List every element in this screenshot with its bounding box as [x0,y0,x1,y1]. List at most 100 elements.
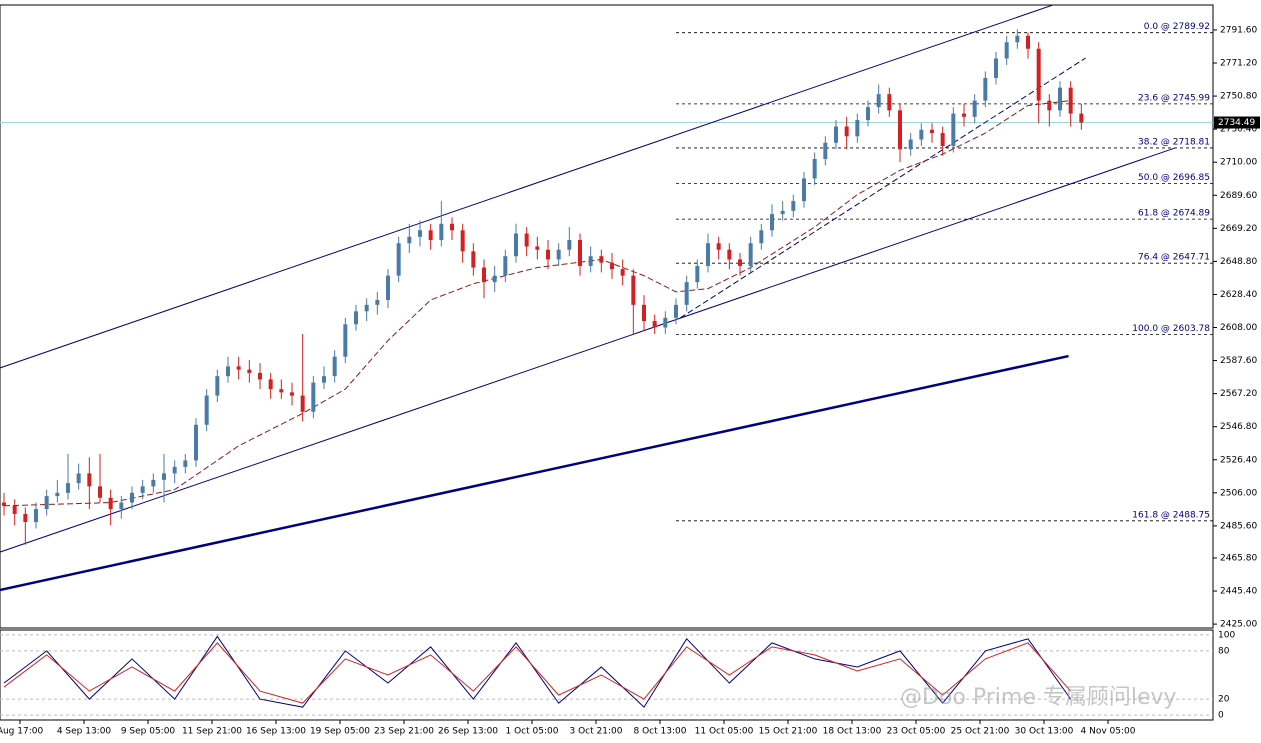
candle-body [823,142,828,159]
trendline [0,147,1176,553]
candle-body [503,256,508,276]
candle-body [663,317,668,328]
candle-body [55,492,60,497]
candle-body [812,158,817,179]
main-plot: 0.0 @ 2789.92 23.6 @ 2745.99 38.2 @ 2718.8… [0,5,1213,592]
candle-body [12,505,17,514]
y-tick-label: 2546.80 [1220,422,1257,432]
candle-body [770,214,774,231]
candle-body [524,233,529,247]
candle-body [855,120,860,137]
x-tick-label: 16 Sep 13:00 [246,727,306,737]
candle-body [279,389,284,393]
candle-body [204,395,209,425]
main-panel [0,4,1214,629]
candle-body [556,249,561,260]
candle-body [876,94,881,108]
candle-body [364,304,369,312]
candle-body [610,262,614,270]
candle-body [87,473,92,487]
x-tick-label: 8 Oct 13:00 [634,727,687,737]
x-tick-label: Aug 17:00 [0,727,43,737]
candle-body [236,366,241,370]
fib-label: 50.0 @ 2696.85 [1138,173,1210,183]
candle-body [2,502,6,506]
candle-body [450,223,454,231]
candle-body [322,376,326,383]
candle-body [716,243,721,250]
x-tick-label: 11 Oct 05:00 [695,727,754,737]
candle-body [567,240,572,250]
candle-body [514,233,518,257]
y-tick-label: 2689.60 [1220,191,1257,201]
y-tick-label: 2750.80 [1220,92,1257,102]
candle-body [375,299,380,305]
stoch-signal [3,642,1072,704]
candle-body [706,243,710,266]
candle-body [332,356,337,377]
fib-label: 100.0 @ 2603.78 [1132,324,1210,334]
candle-body [951,113,956,147]
candle-body [460,230,465,252]
x-tick-label: 30 Oct 13:00 [1015,727,1074,737]
candle-body [311,382,316,412]
candle-body [546,249,550,260]
candle-body [1026,35,1030,49]
candle-body [354,311,358,325]
candle-body [887,94,892,111]
candle-body [343,324,348,357]
x-tick-label: 3 Oct 21:00 [570,727,623,737]
trendline [679,57,1086,319]
y-tick-label: 2648.80 [1220,257,1257,267]
candle-body [396,243,401,276]
x-tick-label: 18 Oct 13:00 [823,727,882,737]
current-price-box [1214,116,1260,129]
y-tick-label: 2710.00 [1220,158,1257,168]
candle-body [962,113,966,117]
candle-body [258,372,262,380]
y-tick-label: 2445.40 [1220,587,1257,597]
x-tick-label: 19 Sep 05:00 [310,727,370,737]
x-tick-label: 15 Oct 21:00 [759,727,818,737]
stoch-tick-label: 0 [1218,711,1224,721]
candle-body [780,210,785,215]
candle-body [738,259,742,266]
stoch-tick-label: 100 [1218,630,1235,640]
candle-body [66,483,70,493]
candle-body [695,265,700,283]
candle-body [588,256,593,266]
x-tick-label: 23 Sep 21:00 [374,727,434,737]
fib-label: 61.8 @ 2674.89 [1138,209,1210,219]
y-tick-label: 2730.40 [1220,125,1257,135]
candle-body [791,201,796,211]
y-tick-label: 2628.40 [1220,290,1257,300]
candle-body [1004,42,1009,59]
trendline [0,5,1055,369]
candle-body [130,492,134,503]
candle-body [418,230,422,237]
candle-body [919,129,924,140]
y-tick-label: 2425.00 [1220,620,1257,630]
x-tick-label: 26 Sep 13:00 [438,727,498,737]
current-price-label: 2734.49 [1218,118,1255,128]
y-tick-label: 2485.60 [1220,521,1257,531]
fib-label: 161.8 @ 2488.75 [1132,510,1210,520]
candle-body [108,497,113,510]
stochastic-panel [0,629,1214,721]
candle-body [492,275,497,283]
candle-body [748,243,753,266]
candle-body [983,77,988,101]
x-tick-label: 11 Sep 21:00 [182,727,242,737]
x-tick-label: 9 Sep 05:00 [121,727,176,737]
candle-body [535,246,540,250]
stochastic-plot [0,634,1213,716]
y-tick-label: 2526.40 [1220,455,1257,465]
candle-body [1068,87,1073,114]
candle-body [908,139,913,150]
candle-body [1047,100,1052,111]
candle-body [759,230,764,244]
axes: 2791.60 2771.20 2750.80 2730.40 2710.00 2689.… [0,25,1260,737]
x-tick-label: 23 Oct 05:00 [887,727,946,737]
moving-average [3,100,1071,507]
candle-body [44,496,49,510]
